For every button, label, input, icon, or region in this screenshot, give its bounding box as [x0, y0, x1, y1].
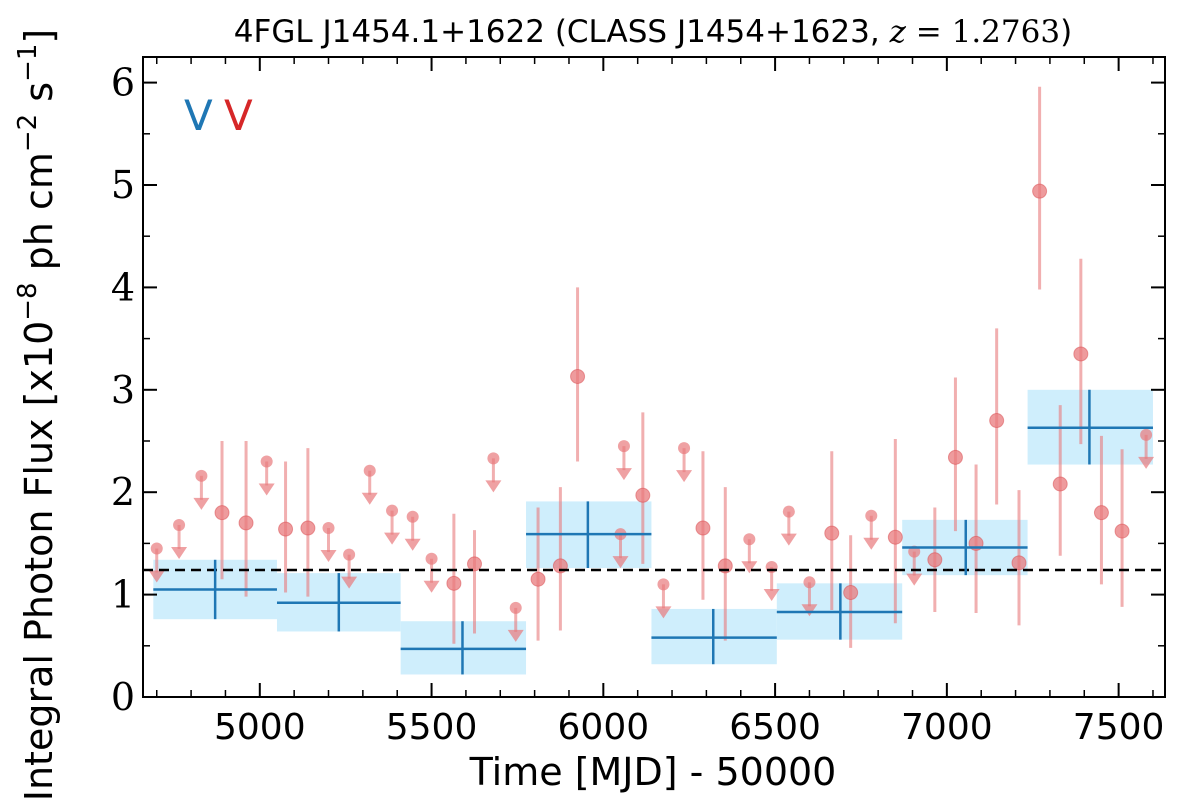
upper-limit-arrow [361, 492, 378, 505]
short-bin-point [278, 521, 294, 537]
upper-limit-arrow [148, 570, 165, 583]
upper-limit-arrow [341, 576, 358, 589]
short-bin-point [695, 520, 711, 536]
x-tick-label: 7500 [1073, 707, 1165, 748]
short-bin-point [570, 368, 586, 384]
y-tick-label: 6 [111, 61, 135, 105]
upper-limit-arrow [741, 561, 758, 574]
short-bin-point [843, 585, 859, 601]
vhe-marker-2: V [224, 91, 253, 140]
upper-limit-arrow [906, 573, 923, 586]
long-bin-series [153, 389, 1153, 675]
short-bin-point [1032, 183, 1048, 199]
upper-limit-arrow [507, 629, 524, 642]
y-tick-label: 5 [111, 163, 135, 207]
plot-frame [142, 56, 1166, 698]
short-bin-point [446, 575, 462, 591]
upper-limit-arrow [763, 588, 780, 601]
y-tick-label: 1 [111, 573, 135, 617]
upper-limit-arrow [655, 606, 672, 619]
short-bin-point [1114, 523, 1130, 539]
y-tick-label: 3 [111, 368, 135, 412]
x-tick-label: 6000 [558, 707, 650, 748]
upper-limit-arrow [384, 532, 401, 545]
upper-limit-arrow [193, 497, 210, 510]
upper-limit-arrow [258, 483, 275, 496]
short-bin-point [214, 505, 230, 521]
upper-limit-arrow [676, 470, 693, 483]
upper-limit-arrow [320, 550, 337, 563]
upper-limit-arrow [612, 556, 629, 569]
upper-limit-arrow [423, 580, 440, 593]
short-bin-point [467, 556, 483, 572]
upper-limit-arrow [801, 604, 818, 617]
x-axis-label: Time [MJD] - 50000 [469, 750, 837, 794]
y-tick-label: 2 [111, 470, 135, 514]
short-bin-point [238, 515, 254, 531]
short-bin-point [1011, 555, 1027, 571]
short-bin-point [300, 520, 316, 536]
upper-limit-arrow [863, 537, 880, 550]
short-bin-point [927, 552, 943, 568]
short-bin-point [1093, 505, 1109, 521]
plot-axes: 5000 5500 6000 6500 7000 7500 0 1 2 3 4 5 6 [111, 56, 1166, 748]
upper-limit-arrow [171, 546, 188, 559]
y-axis-label: Integral Photon Flux [x10−8 ph cm−2 s−1] [13, 29, 61, 800]
short-bin-point [530, 571, 546, 587]
short-bin-series [148, 86, 1155, 648]
short-bin-point [947, 449, 963, 465]
upper-limit-arrow [780, 533, 797, 546]
x-tick-label: 5500 [386, 707, 478, 748]
x-tick-label: 6500 [729, 707, 821, 748]
short-bin-point [989, 413, 1005, 429]
short-bin-point [635, 487, 651, 503]
upper-limit-arrow [404, 538, 421, 551]
x-tick-label: 5000 [214, 707, 306, 748]
short-bin-point [1073, 346, 1089, 362]
short-bin-point [1052, 476, 1068, 492]
upper-limit-arrow [485, 480, 502, 493]
upper-limit-point [386, 504, 399, 517]
y-tick-label: 4 [111, 265, 135, 309]
x-tick-label: 7000 [901, 707, 993, 748]
vhe-marker-1: V [184, 91, 213, 140]
short-bin-point [824, 525, 840, 541]
y-tick-label: 0 [111, 675, 135, 719]
upper-limit-arrow [1138, 456, 1155, 469]
chart-title: 4FGL J1454.1+1622 (CLASS J1454+1623, z =… [234, 14, 1072, 50]
upper-limit-arrow [615, 468, 632, 481]
short-bin-point [887, 529, 903, 545]
